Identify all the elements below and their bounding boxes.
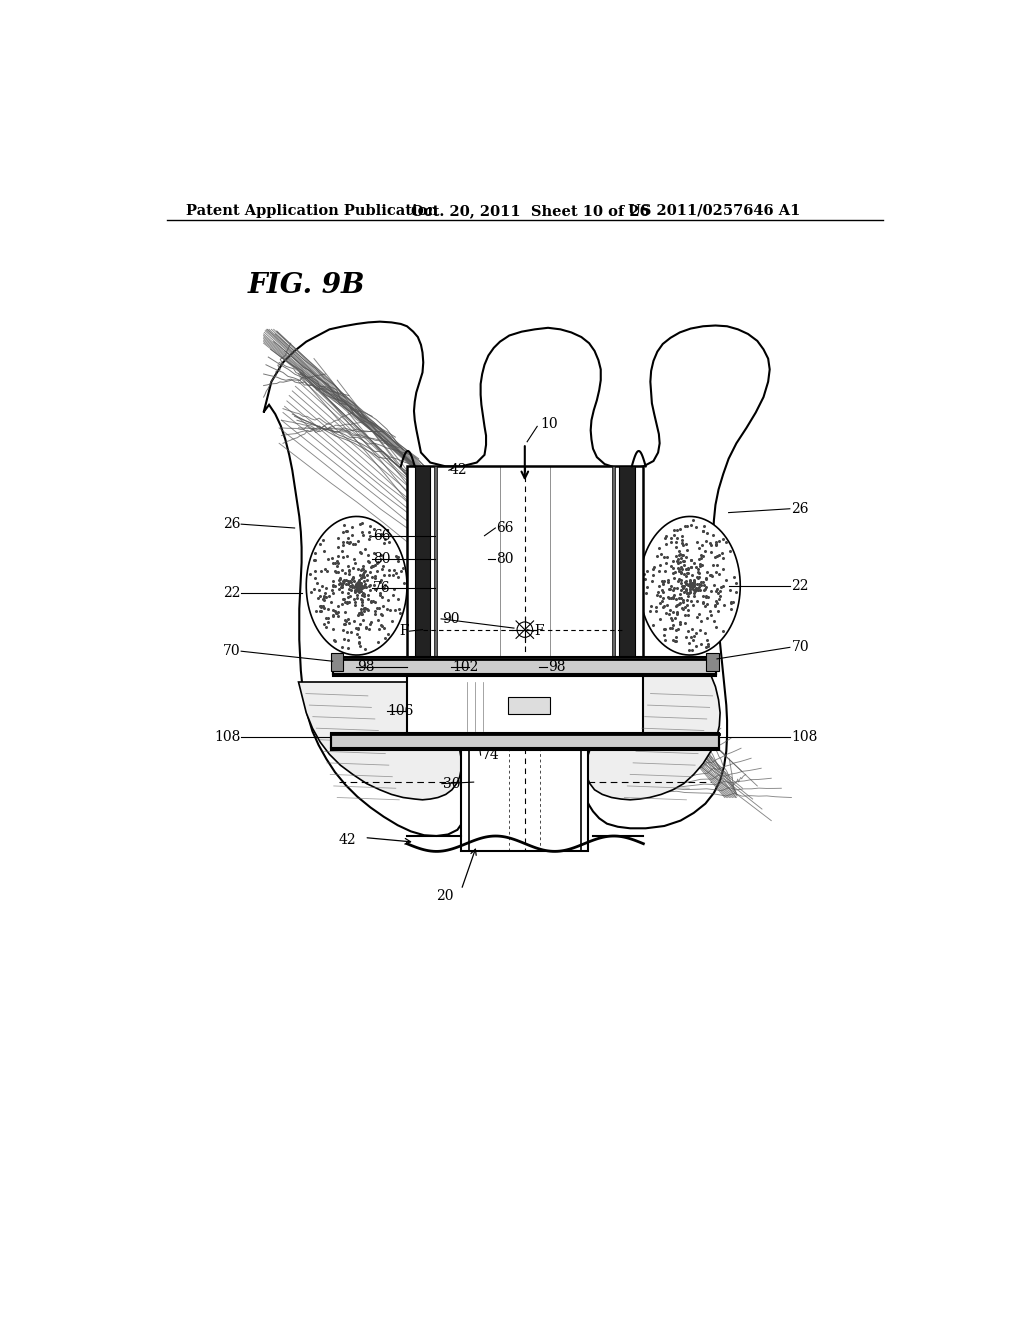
Text: 22: 22 <box>792 578 809 593</box>
Text: 26: 26 <box>792 502 809 516</box>
Text: 108: 108 <box>214 730 241 744</box>
Polygon shape <box>586 667 720 800</box>
Text: F: F <box>399 624 409 638</box>
Text: F: F <box>535 624 544 638</box>
Bar <box>461 748 589 851</box>
Text: US 2011/0257646 A1: US 2011/0257646 A1 <box>628 203 800 218</box>
Bar <box>415 466 430 659</box>
Text: 42: 42 <box>450 463 467 478</box>
Text: Oct. 20, 2011  Sheet 10 of 26: Oct. 20, 2011 Sheet 10 of 26 <box>411 203 649 218</box>
Text: 102: 102 <box>452 660 478 673</box>
Bar <box>620 466 635 659</box>
Bar <box>331 653 343 671</box>
Bar <box>407 466 643 659</box>
Text: 80: 80 <box>373 552 390 566</box>
Bar <box>612 466 615 659</box>
Text: 26: 26 <box>223 517 241 531</box>
Bar <box>434 466 437 659</box>
Text: Patent Application Publication: Patent Application Publication <box>186 203 438 218</box>
Text: 98: 98 <box>356 660 374 673</box>
Text: 90: 90 <box>442 612 460 626</box>
Text: 66: 66 <box>373 529 390 543</box>
Polygon shape <box>263 322 770 836</box>
Text: FIG. 9B: FIG. 9B <box>248 272 366 298</box>
Bar <box>508 697 550 714</box>
Text: 76: 76 <box>373 581 390 595</box>
Bar <box>331 733 719 750</box>
Text: 108: 108 <box>792 730 818 744</box>
Text: 30: 30 <box>442 776 460 791</box>
Text: 74: 74 <box>481 748 499 762</box>
Text: 70: 70 <box>792 640 809 655</box>
Polygon shape <box>306 516 407 655</box>
Text: 70: 70 <box>223 644 241 659</box>
Text: 66: 66 <box>496 521 514 535</box>
Text: 22: 22 <box>223 586 241 601</box>
Text: 10: 10 <box>541 417 558 432</box>
Text: 106: 106 <box>388 705 414 718</box>
Bar <box>407 675 643 734</box>
Text: 20: 20 <box>436 890 454 903</box>
Polygon shape <box>299 682 461 800</box>
Polygon shape <box>640 516 740 655</box>
Text: 42: 42 <box>339 833 356 847</box>
Text: 98: 98 <box>548 660 565 673</box>
Bar <box>707 653 719 671</box>
Text: 80: 80 <box>496 552 514 566</box>
Bar <box>334 657 716 676</box>
